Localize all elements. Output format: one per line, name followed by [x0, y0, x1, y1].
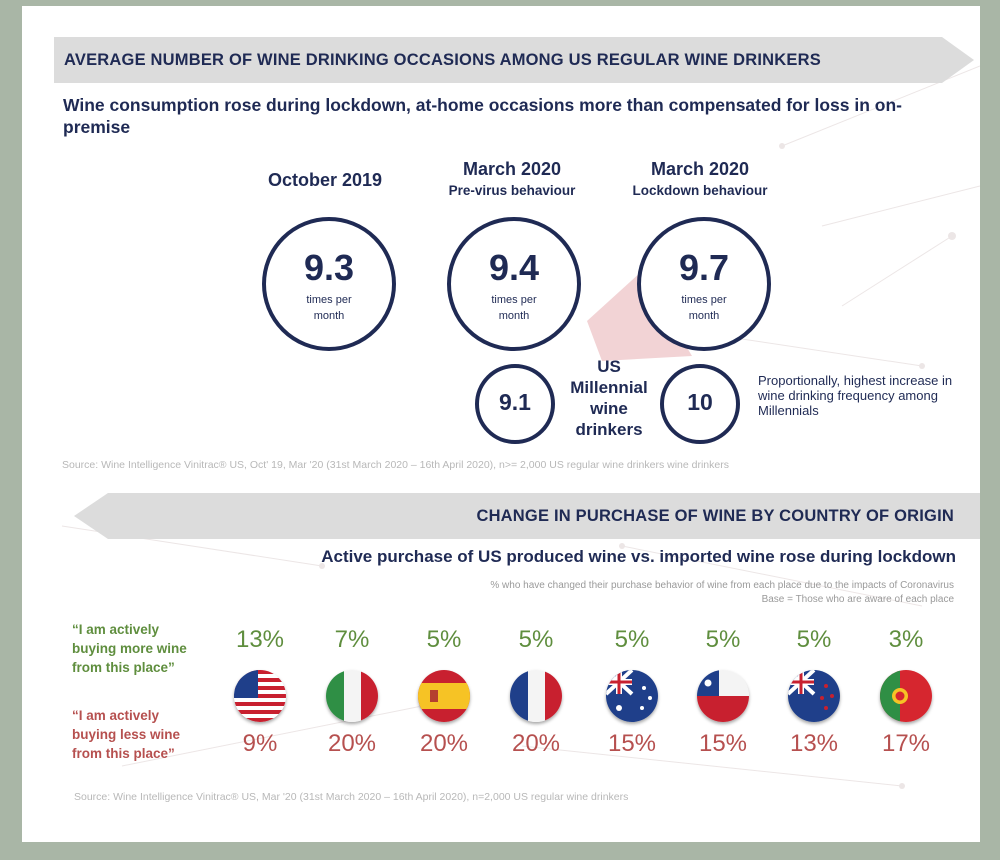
section1-banner-title: AVERAGE NUMBER OF WINE DRINKING OCCASION… [64, 51, 821, 69]
buying-less-pct-chile: 15% [698, 730, 748, 757]
buying-more-pct-chile: 5% [705, 626, 741, 653]
value-oct2019: 9.3 [303, 247, 355, 288]
usa-flag-icon [234, 670, 286, 722]
infographic-card: AVERAGE NUMBER OF WINE DRINKING OCCASION… [22, 6, 980, 842]
portugal-flag-icon [880, 670, 932, 722]
buying-more-pct-australia: 5% [614, 626, 650, 653]
spain-flag-icon [418, 670, 470, 722]
value-circle-mar2020-pre: 9.4 times per month [447, 217, 581, 351]
buying-more-pct-italy: 7% [334, 626, 370, 653]
buying-less-pct-spain: 20% [419, 730, 469, 757]
buying-more-pct-france: 5% [518, 626, 554, 653]
millennial-value-pre: 9.1 [499, 389, 531, 415]
period-title-mar2020-lockdown: March 2020 [650, 159, 750, 179]
buying-more-pct-spain: 5% [426, 626, 462, 653]
buying-less-label: “I am actively buying less wine from thi… [72, 708, 181, 761]
section2-note-line2: Base = Those who are aware of each place [761, 594, 954, 605]
period-subtitle-lockdown: Lockdown behaviour [632, 183, 768, 198]
millennial-note: Proportionally, highest increase in wine… [758, 373, 953, 418]
millennial-label: US Millennial wine drinkers [570, 357, 648, 439]
section2-subtitle: Active purchase of US produced wine vs. … [321, 547, 956, 566]
buying-less-pct-australia: 15% [607, 730, 657, 757]
buying-more-label: “I am actively buying more wine from thi… [72, 622, 187, 675]
millennial-circle-pre: 9.1 [475, 364, 555, 444]
buying-less-pct-portugal: 17% [881, 730, 931, 757]
buying-less-pct-france: 20% [511, 730, 561, 757]
period-title-mar2020-pre: March 2020 [462, 159, 562, 179]
italy-flag-icon [326, 670, 378, 722]
section1-subtitle: Wine consumption rose during lockdown, a… [63, 95, 902, 137]
buying-less-pct-usa: 9% [242, 730, 278, 757]
buying-more-pct-portugal: 3% [888, 626, 924, 653]
millennial-value-lockdown: 10 [687, 389, 713, 415]
period-subtitle-pre-virus: Pre-virus behaviour [448, 183, 576, 198]
unit-label: times per month [306, 294, 352, 322]
section1-banner-arrow [54, 37, 974, 83]
section2-banner-title: CHANGE IN PURCHASE OF WINE BY COUNTRY OF… [476, 507, 954, 525]
section1-source: Source: Wine Intelligence Vinitrac® US, … [62, 459, 729, 471]
buying-less-pct-new-zealand: 13% [789, 730, 839, 757]
unit-label: times per month [491, 294, 537, 322]
value-mar2020-pre: 9.4 [488, 247, 540, 288]
value-circle-mar2020-lockdown: 9.7 times per month [637, 217, 771, 351]
period-title-oct2019: October 2019 [267, 170, 383, 190]
australia-flag-icon [606, 670, 658, 722]
section2-source: Source: Wine Intelligence Vinitrac® US, … [74, 791, 629, 803]
value-circle-oct2019: 9.3 times per month [262, 217, 396, 351]
section2-note-line1: % who have changed their purchase behavi… [490, 580, 954, 591]
millennial-circle-lockdown: 10 [660, 364, 740, 444]
unit-label: times per month [681, 294, 727, 322]
section2-banner-arrow [74, 493, 980, 539]
buying-more-pct-usa: 13% [235, 626, 285, 653]
buying-less-pct-italy: 20% [327, 730, 377, 757]
buying-more-pct-new-zealand: 5% [796, 626, 832, 653]
new-zealand-flag-icon [788, 670, 840, 722]
value-mar2020-lockdown: 9.7 [678, 247, 730, 288]
chile-flag-icon [697, 670, 749, 722]
france-flag-icon [510, 670, 562, 722]
